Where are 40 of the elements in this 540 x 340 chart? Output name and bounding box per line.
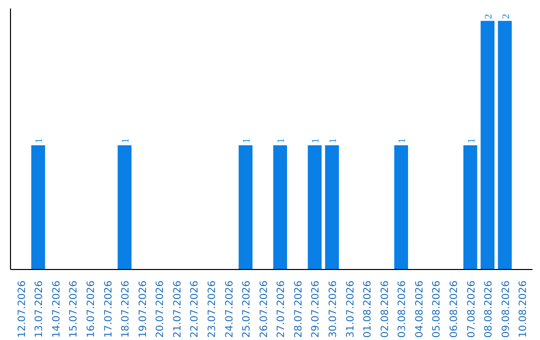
x-tick-label: 14.07.2026 — [51, 280, 62, 338]
x-tick-label: 18.07.2026 — [120, 280, 132, 338]
x-tick-label: 12.07.2026 — [16, 280, 28, 338]
x-tick-label: 16.07.2026 — [86, 280, 98, 338]
data-label: 2 — [500, 14, 512, 19]
x-tick-label: 13.07.2026 — [34, 280, 46, 338]
x-tick-label: 09.08.2026 — [500, 280, 512, 338]
x-tick-label: 26.07.2026 — [258, 280, 270, 338]
x-tick-label: 07.08.2026 — [466, 280, 478, 338]
data-label: 1 — [276, 138, 288, 144]
x-tick-label: 06.08.2026 — [448, 280, 460, 338]
x-tick-label: 02.08.2026 — [380, 280, 391, 338]
x-tick-label: 27.07.2026 — [276, 280, 288, 338]
x-tick-label: 19.07.2026 — [138, 280, 149, 338]
x-tick-label: 01.08.2026 — [362, 280, 374, 338]
x-tick-label: 29.07.2026 — [310, 280, 322, 338]
data-label: 1 — [242, 138, 253, 144]
x-tick-label: 21.07.2026 — [172, 280, 184, 338]
x-tick-label: 20.07.2026 — [155, 280, 166, 338]
x-tick-label: 28.07.2026 — [293, 280, 304, 338]
x-tick-label: 10.08.2026 — [518, 280, 530, 338]
data-label: 1 — [34, 138, 46, 144]
x-tick-label: 31.07.2026 — [345, 280, 356, 338]
x-tick-label: 15.07.2026 — [68, 280, 80, 338]
x-tick-label: 24.07.2026 — [224, 280, 236, 338]
data-label: 1 — [310, 138, 322, 144]
data-label: 1 — [328, 138, 339, 144]
x-tick-label: 08.08.2026 — [484, 280, 495, 338]
x-tick-label: 05.08.2026 — [432, 280, 443, 338]
data-label: 1 — [466, 138, 478, 144]
data-label: 2 — [484, 14, 495, 19]
data-label: 1 — [120, 138, 132, 144]
x-tick-label: 04.08.2026 — [414, 280, 426, 338]
x-tick-label: 23.07.2026 — [207, 280, 218, 338]
x-tick-label: 22.07.2026 — [190, 280, 201, 338]
x-tick-label: 17.07.2026 — [103, 280, 114, 338]
x-tick-label: 03.08.2026 — [397, 280, 408, 338]
data-label: 1 — [397, 138, 408, 144]
x-tick-label: 30.07.2026 — [328, 280, 339, 338]
x-tick-label: 25.07.2026 — [242, 280, 253, 338]
